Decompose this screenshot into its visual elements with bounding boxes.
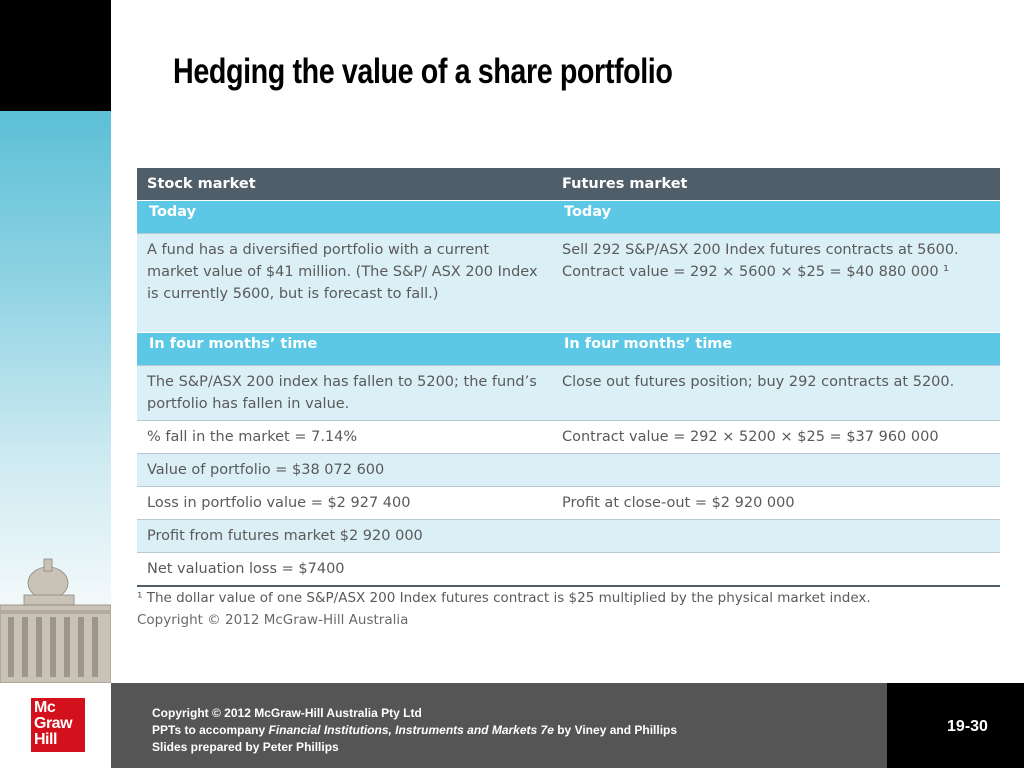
table-row: The S&P/ASX 200 index has fallen to 5200… xyxy=(137,365,1000,421)
table-cell: Close out futures position; buy 292 cont… xyxy=(552,365,1000,421)
footer-bar xyxy=(111,683,887,768)
logo-line-3: Hill xyxy=(34,731,57,748)
table-cell: Net valuation loss = $7400 xyxy=(137,552,552,587)
section-today-stock: Today xyxy=(137,200,552,234)
table-row: Profit from futures market $2 920 000 xyxy=(137,519,1000,553)
section-four-months-stock: In four months’ time xyxy=(137,332,552,366)
footer-ppt-prefix: PPTs to accompany xyxy=(152,723,269,737)
table-cell: % fall in the market = 7.14% xyxy=(137,420,552,454)
footer-prepared-by: Slides prepared by Peter Phillips xyxy=(152,740,339,754)
table-row: Net valuation loss = $7400 xyxy=(137,552,1000,587)
table-cell xyxy=(552,519,1000,553)
footer-ppt-line: PPTs to accompany Financial Institutions… xyxy=(152,722,677,739)
page-number: 19-30 xyxy=(947,718,988,735)
header-futures-market: Futures market xyxy=(552,168,1000,201)
section-today-futures: Today xyxy=(552,200,1000,234)
figure-copyright: Copyright © 2012 McGraw-Hill Australia xyxy=(137,612,409,628)
table-cell: Loss in portfolio value = $2 927 400 xyxy=(137,486,552,520)
logo-line-2: Graw xyxy=(34,715,73,732)
header-stock-market: Stock market xyxy=(137,168,552,201)
footer-credits: Copyright © 2012 McGraw-Hill Australia P… xyxy=(152,705,677,756)
building-illustration xyxy=(0,558,111,683)
table-cell xyxy=(552,453,1000,487)
table-cell: Value of portfolio = $38 072 600 xyxy=(137,453,552,487)
section-four-months-futures: In four months’ time xyxy=(552,332,1000,366)
corner-block xyxy=(0,0,111,111)
footer-book-title: Financial Institutions, Instruments and … xyxy=(268,723,554,737)
table-cell xyxy=(552,552,1000,587)
table-cell: Sell 292 S&P/ASX 200 Index futures contr… xyxy=(552,233,1000,333)
table-row: Loss in portfolio value = $2 927 400 Pro… xyxy=(137,486,1000,520)
table-footnote: ¹ The dollar value of one S&P/ASX 200 In… xyxy=(137,590,871,606)
footer-copyright: Copyright © 2012 McGraw-Hill Australia P… xyxy=(152,706,422,720)
slide-title: Hedging the value of a share portfolio xyxy=(173,52,673,91)
table-cell: Profit at close-out = $2 920 000 xyxy=(552,486,1000,520)
hedging-table: Stock market Futures market Today Today … xyxy=(137,168,1000,587)
footer-ppt-suffix: by Viney and Phillips xyxy=(553,723,678,737)
table-row: Value of portfolio = $38 072 600 xyxy=(137,453,1000,487)
table-row: A fund has a diversified portfolio with … xyxy=(137,233,1000,333)
table-row: % fall in the market = 7.14% Contract va… xyxy=(137,420,1000,454)
table-cell: A fund has a diversified portfolio with … xyxy=(137,233,552,333)
logo-line-1: Mc xyxy=(34,699,56,716)
mcgraw-hill-logo: Mc Graw Hill xyxy=(31,698,85,752)
table-cell: The S&P/ASX 200 index has fallen to 5200… xyxy=(137,365,552,421)
table-row: Today Today xyxy=(137,200,1000,234)
table-row: In four months’ time In four months’ tim… xyxy=(137,332,1000,366)
page-number-box xyxy=(887,683,1024,768)
table-header-row: Stock market Futures market xyxy=(137,168,1000,201)
table-cell: Profit from futures market $2 920 000 xyxy=(137,519,552,553)
table-cell: Contract value = 292 × 5200 × $25 = $37 … xyxy=(552,420,1000,454)
